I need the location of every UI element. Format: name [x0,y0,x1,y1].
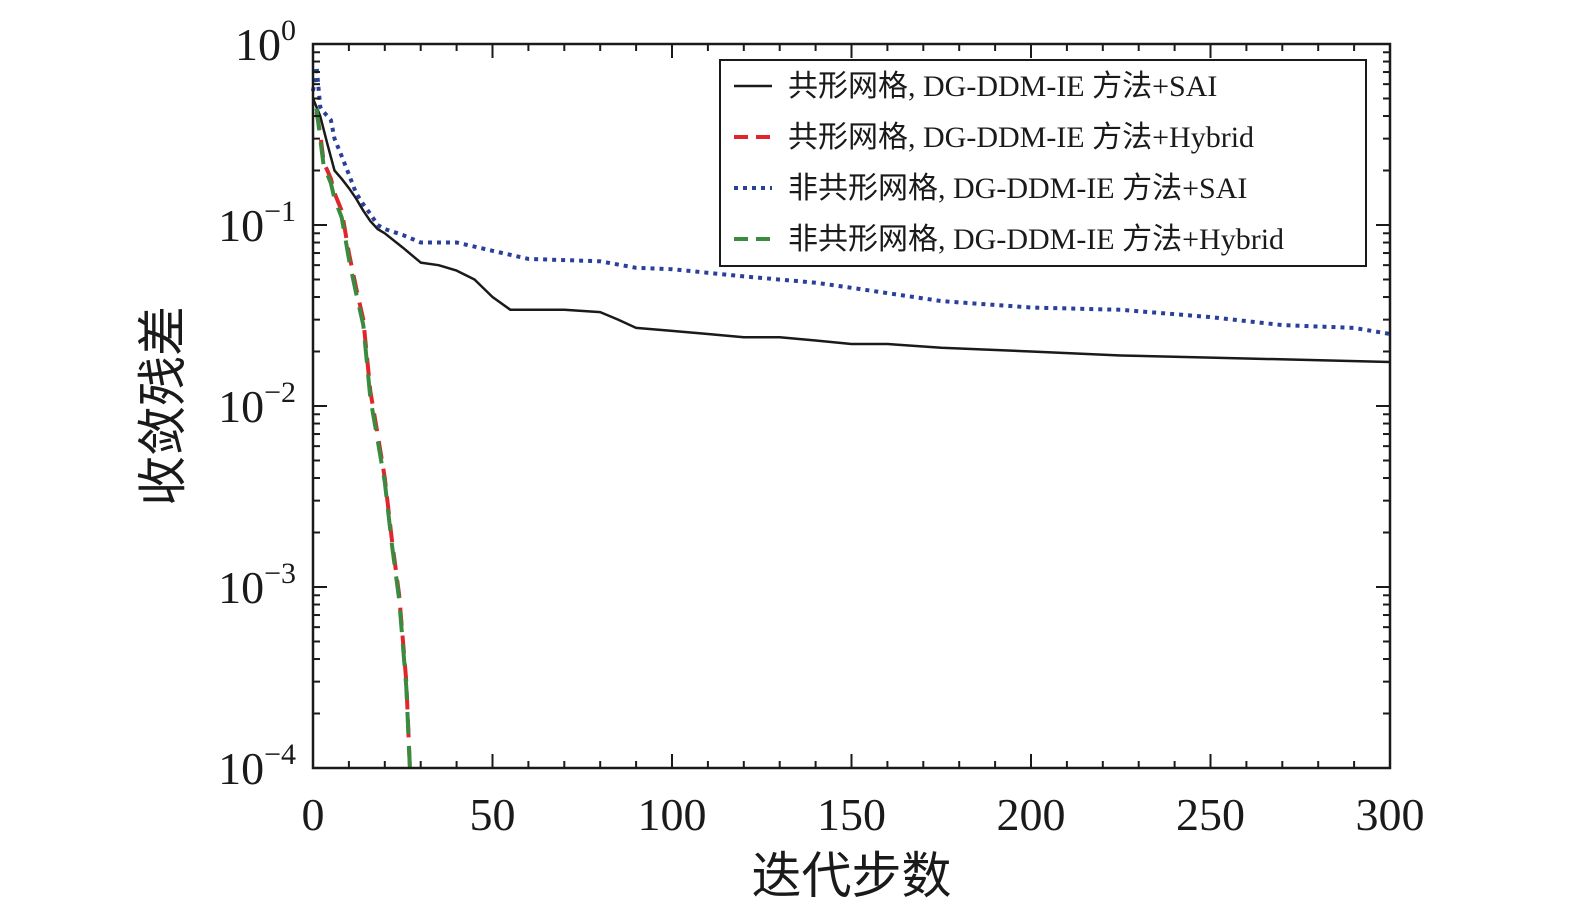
x-tick-label: 50 [470,789,516,840]
series-line-3 [311,64,1391,336]
x-tick-label: 250 [1176,789,1245,840]
series-line-1 [311,98,1391,364]
legend-label: 共形网格, DG-DDM-IE 方法+SAI [788,70,1217,103]
x-axis: 0 50 100 150 200 250 300 [302,44,1425,840]
x-axis-title: 迭代步数 [752,848,952,904]
series-line-4 [314,108,412,769]
y-tick-label: 10−3 [218,557,296,613]
legend-label: 非共形网格, DG-DDM-IE 方法+Hybrid [788,223,1284,256]
legend: 共形网格, DG-DDM-IE 方法+SAI 共形网格, DG-DDM-IE 方法… [719,59,1367,267]
y-tick-label: 10−4 [218,738,296,794]
x-tick-label: 300 [1356,789,1425,840]
y-tick-label: 100 [235,14,296,70]
y-axis-title: 收敛残差 [135,306,191,506]
legend-label: 共形网格, DG-DDM-IE 方法+Hybrid [788,121,1254,154]
y-tick-label: 10−2 [218,376,296,432]
series-layer [311,64,1391,769]
x-tick-label: 100 [638,789,707,840]
x-tick-label: 0 [302,789,325,840]
legend-box [719,59,1367,267]
y-tick-label: 10−1 [218,195,296,251]
legend-label: 非共形网格, DG-DDM-IE 方法+SAI [788,172,1247,205]
x-tick-label: 200 [997,789,1066,840]
x-tick-label: 150 [817,789,886,840]
y-axis: 100 10−1 10−2 10−3 10−4 [218,14,1390,794]
